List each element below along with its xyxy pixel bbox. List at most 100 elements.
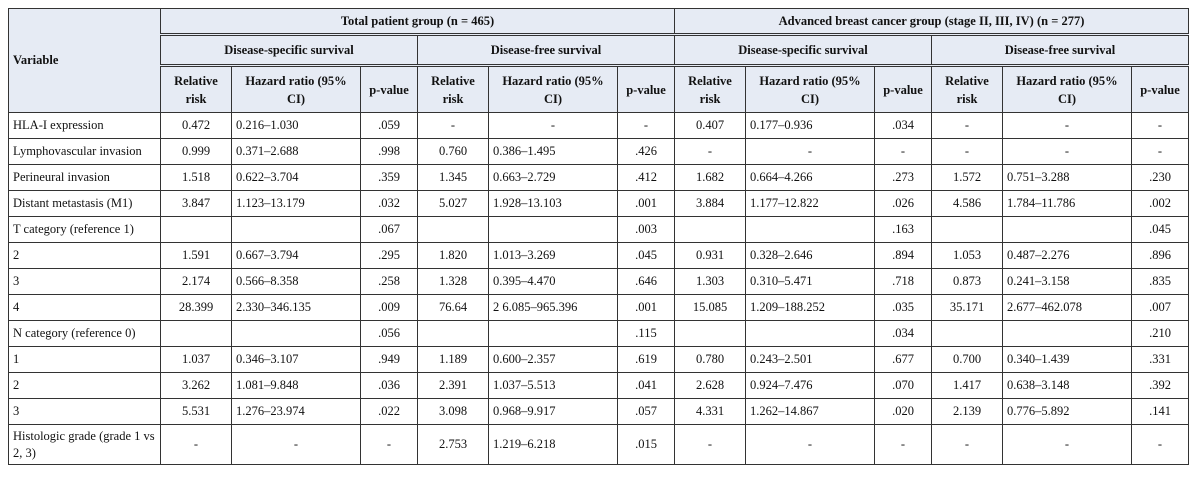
hazard-ratio-cell: 1.928–13.103 <box>488 190 618 217</box>
hazard-ratio-cell: 1.013–3.269 <box>488 242 618 269</box>
p-value-cell: .619 <box>617 346 675 373</box>
relative-risk-cell: 2.628 <box>674 372 746 399</box>
variable-cell: Lymphovascular invasion <box>8 138 161 165</box>
hazard-ratio-cell: 0.395–4.470 <box>488 268 618 295</box>
hazard-ratio-cell: 0.371–2.688 <box>231 138 361 165</box>
variable-cell: 2 <box>8 242 161 269</box>
p-value-cell: .331 <box>1131 346 1189 373</box>
p-value-cell: .949 <box>360 346 418 373</box>
relative-risk-cell: 1.417 <box>931 372 1003 399</box>
total-group-header: Total patient group (n = 465) <box>160 8 675 36</box>
p-value-cell: .718 <box>874 268 932 295</box>
variable-cell: Perineural invasion <box>8 164 161 191</box>
table-row: Histologic grade (grade 1 vs 2, 3) - - -2.7… <box>8 424 1189 465</box>
p-value-cell: .020 <box>874 398 932 425</box>
variable-cell: HLA-I expression <box>8 112 161 139</box>
hazard-ratio-cell: 1.123–13.179 <box>231 190 361 217</box>
p-value-cell: .258 <box>360 268 418 295</box>
p-value-cell: .034 <box>874 112 932 139</box>
hazard-ratio-cell: 0.664–4.266 <box>745 164 875 191</box>
hazard-ratio-cell: 2.330–346.135 <box>231 294 361 321</box>
table-row: 2 1.591 0.667–3.794.295 1.820 1.013–3.269.04… <box>8 242 1189 269</box>
table-row: T category (reference 1) .067 .003 .163 .045 <box>8 216 1189 243</box>
hazard-ratio-cell: 0.924–7.476 <box>745 372 875 399</box>
table-row: 2 3.262 1.081–9.848.036 2.391 1.037–5.513.04… <box>8 372 1189 399</box>
subgroup-header: Disease-free survival <box>931 34 1189 67</box>
p-value-header: p-value <box>874 65 932 113</box>
p-value-cell: - <box>874 138 932 165</box>
p-value-cell: .001 <box>617 294 675 321</box>
p-value-cell: .295 <box>360 242 418 269</box>
relative-risk-cell: 1.572 <box>931 164 1003 191</box>
relative-risk-cell <box>931 216 1003 243</box>
hazard-ratio-cell: 0.243–2.501 <box>745 346 875 373</box>
hazard-ratio-cell: 0.177–0.936 <box>745 112 875 139</box>
hazard-ratio-cell <box>745 320 875 347</box>
hazard-ratio-cell: 0.600–2.357 <box>488 346 618 373</box>
relative-risk-cell <box>417 216 489 243</box>
hazard-ratio-cell: - <box>1002 138 1132 165</box>
variable-cell: 2 <box>8 372 161 399</box>
variable-cell: 1 <box>8 346 161 373</box>
relative-risk-cell: 0.931 <box>674 242 746 269</box>
variable-cell: 3 <box>8 268 161 295</box>
hazard-ratio-cell: - <box>231 424 361 465</box>
hazard-ratio-cell: 1.219–6.218 <box>488 424 618 465</box>
relative-risk-cell: 35.171 <box>931 294 1003 321</box>
p-value-cell: .034 <box>874 320 932 347</box>
p-value-cell: - <box>874 424 932 465</box>
hazard-ratio-cell: - <box>1002 112 1132 139</box>
relative-risk-cell: 0.873 <box>931 268 1003 295</box>
hazard-ratio-cell: 0.638–3.148 <box>1002 372 1132 399</box>
advanced-group-header: Advanced breast cancer group (stage II, … <box>674 8 1189 36</box>
subgroup-header: Disease-specific survival <box>160 34 418 67</box>
relative-risk-header: Relative risk <box>417 65 489 113</box>
hazard-ratio-cell: 0.310–5.471 <box>745 268 875 295</box>
relative-risk-cell <box>160 216 232 243</box>
relative-risk-cell: 0.760 <box>417 138 489 165</box>
hazard-ratio-cell: 0.487–2.276 <box>1002 242 1132 269</box>
table-row: HLA-I expression 0.472 0.216–1.030.059- - -0… <box>8 112 1189 139</box>
p-value-header: p-value <box>617 65 675 113</box>
p-value-cell: .426 <box>617 138 675 165</box>
p-value-cell: .998 <box>360 138 418 165</box>
table-header: Variable Total patient group (n = 465) A… <box>8 8 1189 113</box>
hazard-ratio-header: Hazard ratio (95% CI) <box>1002 65 1132 113</box>
hazard-ratio-cell: 0.340–1.439 <box>1002 346 1132 373</box>
hazard-ratio-cell <box>1002 216 1132 243</box>
p-value-header: p-value <box>360 65 418 113</box>
hazard-ratio-cell: - <box>1002 424 1132 465</box>
hazard-ratio-cell: 2.677–462.078 <box>1002 294 1132 321</box>
relative-risk-header: Relative risk <box>674 65 746 113</box>
hazard-ratio-cell <box>231 216 361 243</box>
p-value-header: p-value <box>1131 65 1189 113</box>
variable-cell: T category (reference 1) <box>8 216 161 243</box>
relative-risk-cell: - <box>931 112 1003 139</box>
p-value-cell: .015 <box>617 424 675 465</box>
hazard-ratio-cell <box>1002 320 1132 347</box>
relative-risk-cell: 4.331 <box>674 398 746 425</box>
p-value-cell: - <box>617 112 675 139</box>
p-value-cell: .056 <box>360 320 418 347</box>
relative-risk-cell: 15.085 <box>674 294 746 321</box>
hazard-ratio-cell: 0.667–3.794 <box>231 242 361 269</box>
hazard-ratio-cell: 0.241–3.158 <box>1002 268 1132 295</box>
hazard-ratio-cell: 1.177–12.822 <box>745 190 875 217</box>
p-value-cell: .677 <box>874 346 932 373</box>
p-value-cell: .041 <box>617 372 675 399</box>
relative-risk-cell: 1.518 <box>160 164 232 191</box>
p-value-cell: .359 <box>360 164 418 191</box>
relative-risk-cell: 3.847 <box>160 190 232 217</box>
hazard-ratio-header: Hazard ratio (95% CI) <box>488 65 618 113</box>
p-value-cell: .163 <box>874 216 932 243</box>
variable-cell: N category (reference 0) <box>8 320 161 347</box>
relative-risk-cell: 2.174 <box>160 268 232 295</box>
table-row: Distant metastasis (M1) 3.847 1.123–13.179… <box>8 190 1189 217</box>
relative-risk-cell: 2.753 <box>417 424 489 465</box>
relative-risk-cell: - <box>417 112 489 139</box>
relative-risk-cell: 5.027 <box>417 190 489 217</box>
hazard-ratio-cell: 0.776–5.892 <box>1002 398 1132 425</box>
relative-risk-cell: 0.780 <box>674 346 746 373</box>
relative-risk-cell: 1.820 <box>417 242 489 269</box>
p-value-cell: - <box>1131 112 1189 139</box>
